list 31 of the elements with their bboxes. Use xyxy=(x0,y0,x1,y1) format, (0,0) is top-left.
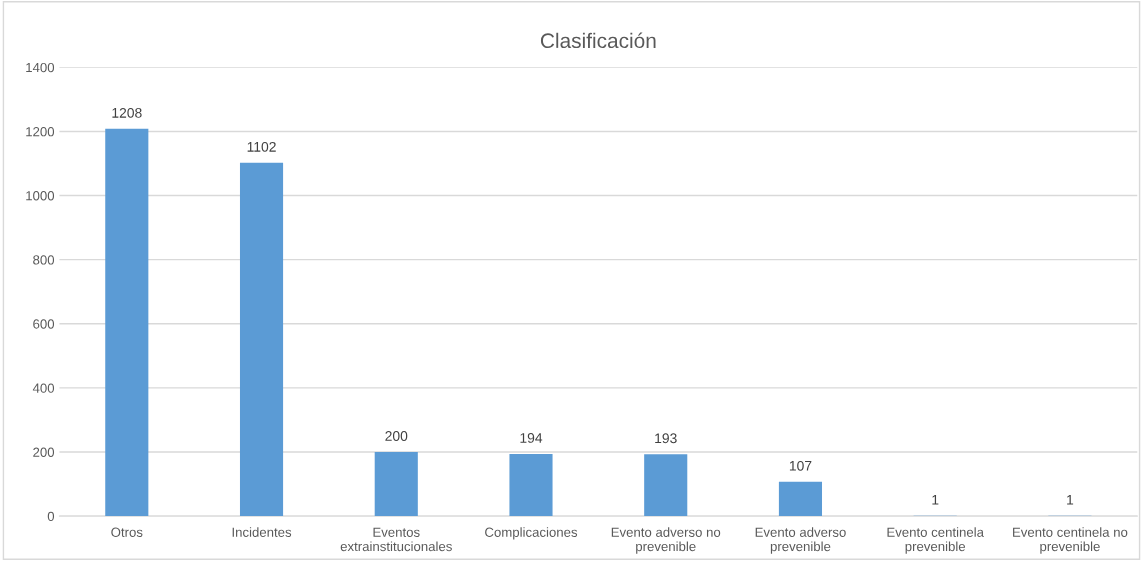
data-label: 107 xyxy=(789,460,812,471)
y-tick-label: 200 xyxy=(33,447,55,457)
data-label: 1 xyxy=(1067,495,1074,505)
chart-title: Clasificación xyxy=(540,32,656,49)
x-tick-label: Evento centinela no prevenible xyxy=(1013,527,1128,554)
bar xyxy=(374,452,418,517)
y-tick-label: 800 xyxy=(33,255,55,265)
y-tick-label: 0 xyxy=(47,511,55,522)
y-tick-label: 1400 xyxy=(26,62,55,73)
data-label: 193 xyxy=(655,433,677,444)
data-label: 1 xyxy=(932,495,939,505)
bar xyxy=(509,453,553,517)
bar xyxy=(239,162,284,517)
data-label: 1102 xyxy=(247,141,276,152)
y-tick-label: 1200 xyxy=(26,127,55,137)
y-tick-label: 600 xyxy=(33,319,55,329)
x-tick-label: Incidentes xyxy=(232,527,292,537)
data-label: 1208 xyxy=(112,107,142,118)
y-tick-label: 1000 xyxy=(26,191,55,201)
data-label: 200 xyxy=(385,431,408,441)
bar xyxy=(778,481,823,517)
data-label: 194 xyxy=(520,433,543,443)
x-tick-label: Evento adverso prevenible xyxy=(755,527,846,554)
bar xyxy=(105,128,149,517)
x-tick-label: Otros xyxy=(111,527,143,537)
x-tick-label: Eventos extrainstitucionales xyxy=(340,527,452,552)
x-tick-label: Complicaciones xyxy=(485,527,578,540)
x-tick-label: Evento adverso no prevenible xyxy=(611,527,721,554)
bar xyxy=(644,454,688,517)
x-tick-label: Evento centinela prevenible xyxy=(887,527,984,554)
y-tick-label: 400 xyxy=(32,383,55,393)
